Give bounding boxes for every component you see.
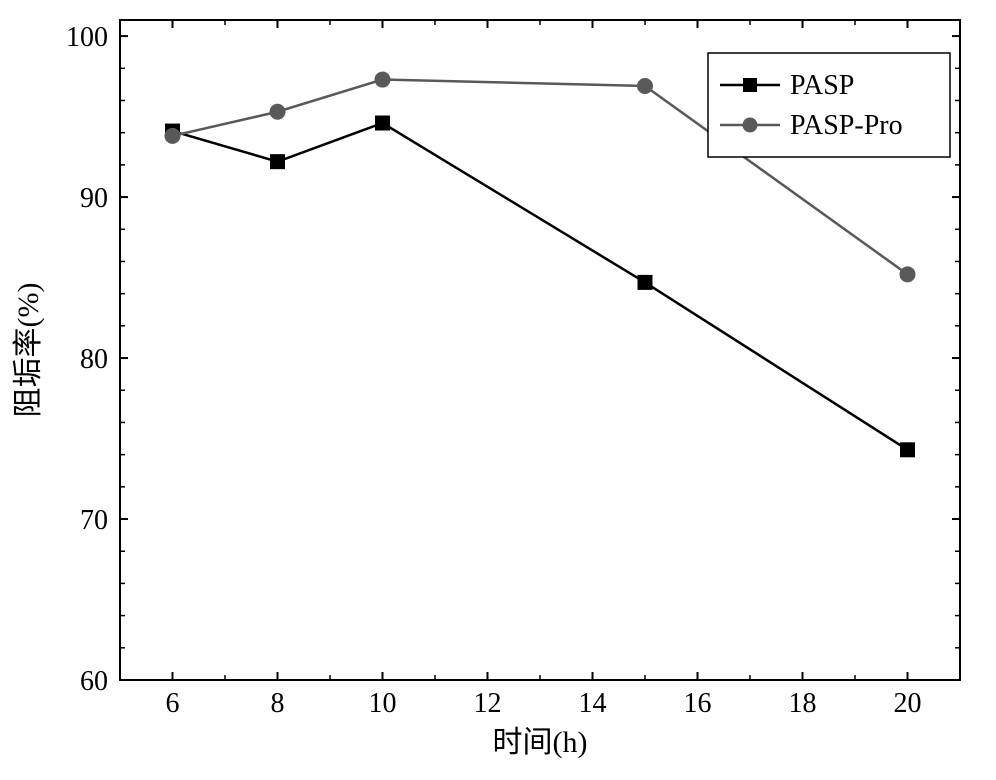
series-marker: [165, 128, 180, 143]
x-tick-label: 16: [684, 688, 712, 719]
y-axis-label: 阻垢率(%): [12, 283, 45, 418]
y-tick-label: 70: [80, 505, 108, 536]
series-marker: [375, 72, 390, 87]
chart-container: 6 8 10 12 14 16 18 20 60 70 80 90 100 时间(h) 阻垢率(%) PASP…: [0, 0, 996, 780]
x-tick-label: 20: [894, 688, 922, 719]
y-tick-label: 60: [80, 666, 108, 697]
series-marker: [376, 116, 390, 130]
x-tick-label: 12: [474, 688, 502, 719]
x-tick-label: 18: [789, 688, 817, 719]
legend-box: [708, 53, 950, 157]
y-tick-label: 80: [80, 344, 108, 375]
y-tick-label: 90: [80, 183, 108, 214]
legend-marker: [743, 118, 758, 133]
legend-label: PASP: [790, 70, 854, 101]
series-marker: [271, 155, 285, 169]
y-tick-label: 100: [66, 22, 108, 53]
x-tick-label: 14: [579, 688, 607, 719]
series-marker: [270, 104, 285, 119]
legend-label: PASP-Pro: [790, 110, 903, 141]
x-axis-label: 时间(h): [493, 726, 588, 759]
x-tick-label: 6: [166, 688, 180, 719]
x-tick-label: 8: [271, 688, 285, 719]
x-tick-label: 10: [369, 688, 397, 719]
series-marker: [901, 443, 915, 457]
series-marker: [638, 275, 652, 289]
series-marker: [638, 79, 653, 94]
series-marker: [900, 267, 915, 282]
line-chart: 6 8 10 12 14 16 18 20 60 70 80 90 100 时间(h) 阻垢率(%) PASP…: [0, 0, 996, 780]
legend-marker: [743, 78, 757, 92]
